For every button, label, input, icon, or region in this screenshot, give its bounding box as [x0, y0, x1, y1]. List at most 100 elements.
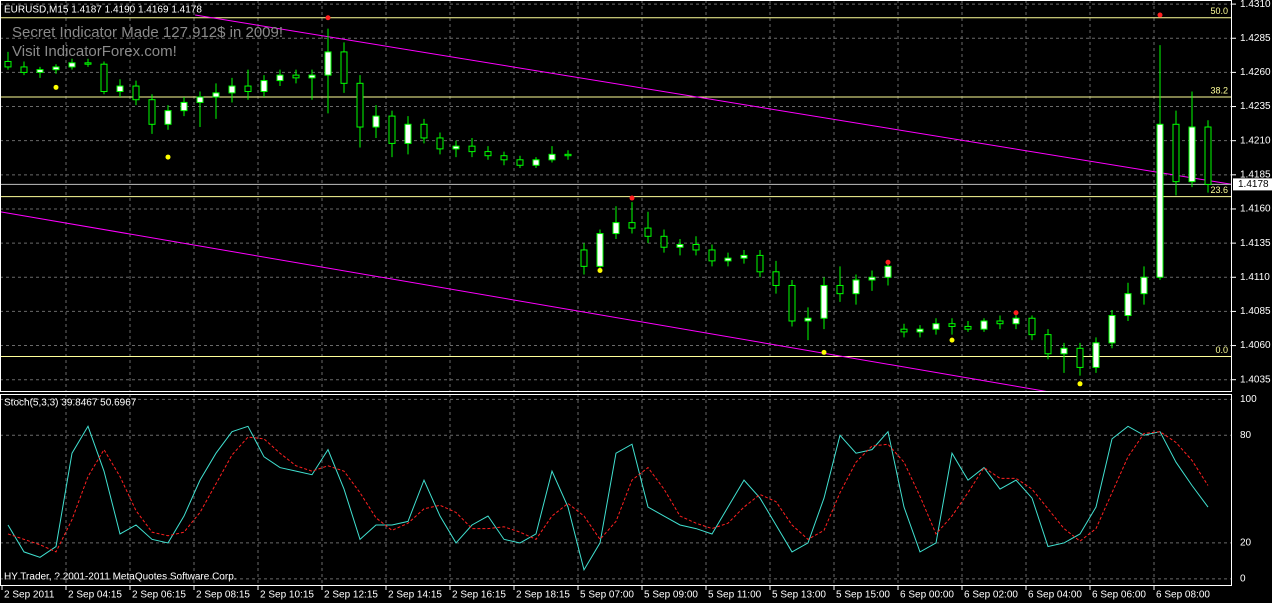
fractal-marker: [325, 15, 331, 21]
candle-body: [356, 82, 364, 128]
candle-body: [1092, 342, 1100, 368]
candle-body: [148, 99, 156, 125]
candle-body: [132, 85, 140, 101]
candle-body: [516, 159, 524, 166]
fractal-marker: [629, 195, 635, 201]
price-frame: [0, 0, 1232, 392]
candle-body: [1012, 317, 1020, 325]
candle-body: [628, 222, 636, 229]
candle-body: [884, 265, 892, 278]
candle-body: [484, 151, 492, 157]
candle-body: [100, 63, 108, 93]
candle-body: [196, 96, 204, 103]
candle-body: [644, 227, 652, 237]
x-tick-label: 5 Sep 11:00: [708, 590, 762, 601]
candle-body: [308, 74, 316, 79]
candle-body: [1076, 347, 1084, 368]
candle-body: [388, 115, 396, 144]
y-tick-label: 1.4260: [1240, 67, 1271, 78]
y-tick-label: 0: [1240, 573, 1246, 584]
y-tick-label: 80: [1240, 430, 1252, 441]
fractal-marker: [949, 337, 955, 343]
candle-body: [996, 320, 1004, 325]
y-tick-label: 1.4085: [1240, 306, 1271, 317]
y-tick-label: 1.4110: [1240, 272, 1270, 283]
x-tick-label: 6 Sep 02:00: [964, 590, 1018, 601]
y-tick-label: 1.4135: [1240, 238, 1271, 249]
candle-body: [916, 328, 924, 333]
x-tick-label: 2 Sep 06:15: [132, 590, 186, 601]
candle-body: [212, 92, 220, 98]
fractal-marker: [1157, 12, 1163, 18]
candle-body: [1124, 293, 1132, 317]
y-tick-label: 1.4060: [1240, 340, 1271, 351]
candle-body: [1108, 315, 1116, 344]
candle-body: [244, 85, 252, 93]
fractal-marker: [53, 84, 59, 90]
candle-body: [676, 243, 684, 248]
candle-body: [116, 85, 124, 93]
fractal-marker: [165, 154, 171, 160]
fib-label: 50.0: [1210, 6, 1228, 16]
candle-body: [420, 123, 428, 139]
fib-label: 0.0: [1215, 345, 1228, 355]
candle-body: [36, 69, 44, 73]
current-price-label: 1.4178: [1238, 179, 1269, 190]
candle-body: [980, 320, 988, 330]
candle-body: [404, 123, 412, 144]
x-tick-label: 5 Sep 15:00: [836, 590, 890, 601]
x-tick-label: 2 Sep 2011: [4, 590, 55, 601]
candle-body: [1188, 126, 1196, 183]
fib-label: 23.6: [1210, 185, 1228, 195]
candle-body: [260, 80, 268, 93]
candle-body: [500, 155, 508, 161]
candle-body: [1140, 276, 1148, 295]
fractal-marker: [885, 259, 891, 265]
y-tick-label: 1.4210: [1240, 135, 1271, 146]
candle-body: [1028, 317, 1036, 336]
candle-body: [756, 254, 764, 273]
y-tick-label: 1.4035: [1240, 374, 1271, 385]
candle-body: [1156, 123, 1164, 278]
y-tick-label: 1.4285: [1240, 33, 1271, 44]
fractal-marker: [597, 267, 603, 273]
candle-body: [276, 74, 284, 82]
candle-body: [868, 276, 876, 281]
candle-body: [788, 284, 796, 322]
candle-body: [340, 51, 348, 84]
candle-body: [740, 254, 748, 259]
x-tick-label: 6 Sep 00:00: [900, 590, 954, 601]
x-tick-label: 2 Sep 18:15: [516, 590, 570, 601]
x-tick-label: 2 Sep 14:15: [388, 590, 442, 601]
x-tick-label: 2 Sep 04:15: [68, 590, 122, 601]
candle-body: [564, 153, 572, 157]
candle-body: [900, 328, 908, 333]
candle-body: [68, 62, 76, 68]
stoch-title: Stoch(5,3,3) 39.8467 50.6967: [4, 398, 137, 409]
candle-body: [1060, 347, 1068, 355]
candle-body: [932, 323, 940, 330]
y-tick-label: 1.4310: [1240, 0, 1271, 10]
annotation: Visit IndicatorForex.com!: [12, 43, 177, 60]
candle-body: [964, 325, 972, 330]
candle-body: [164, 110, 172, 125]
candle-body: [948, 323, 956, 327]
channel-line: [195, 14, 1232, 185]
y-tick-label: 20: [1240, 538, 1252, 549]
candle-body: [548, 153, 556, 161]
candle-body: [612, 222, 620, 235]
stoch-line: [7, 425, 1209, 572]
stoch-line: [7, 431, 1209, 553]
candle-body: [708, 249, 716, 262]
candle-body: [660, 235, 668, 248]
candle-body: [180, 101, 188, 112]
x-tick-label: 2 Sep 08:15: [196, 590, 250, 601]
candle-body: [436, 137, 444, 150]
candle-body: [836, 284, 844, 295]
fractal-marker: [821, 349, 827, 355]
candle-body: [804, 317, 812, 322]
x-tick-label: 6 Sep 04:00: [1028, 590, 1082, 601]
